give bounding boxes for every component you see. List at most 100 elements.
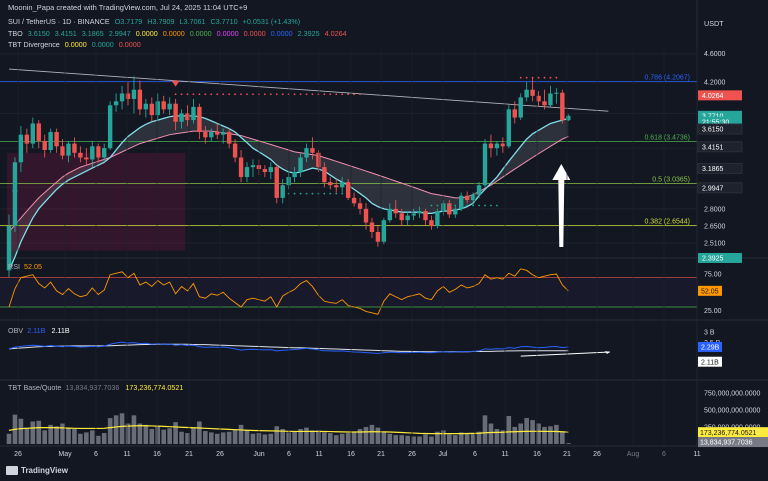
rsi-name[interactable]: RSI bbox=[8, 262, 20, 271]
candle-body bbox=[411, 213, 416, 216]
tbo-value: 4.0264 bbox=[324, 29, 347, 38]
volume-bar bbox=[286, 432, 291, 444]
volume-bar bbox=[244, 430, 250, 444]
resistance-dots bbox=[359, 93, 361, 96]
candle-body bbox=[268, 167, 273, 173]
currency-button[interactable]: USDT bbox=[704, 19, 724, 28]
volume-bar bbox=[107, 418, 113, 444]
volume-bar bbox=[155, 426, 161, 444]
support-dots bbox=[496, 204, 498, 207]
time-tick-label: 16 bbox=[533, 451, 541, 458]
support-dots bbox=[490, 204, 492, 207]
resistance-dots bbox=[293, 93, 296, 96]
rsi-axis-label-text: 52.05 bbox=[701, 288, 719, 295]
tbo-indicator-name[interactable]: TBO bbox=[8, 29, 23, 38]
volume-pane-title: TBT Base/Quote 13,834,937.7036 173,236,7… bbox=[8, 383, 185, 392]
obv-value: 2.11B bbox=[27, 326, 46, 335]
time-tick-label: 11 bbox=[501, 451, 508, 458]
candle-body bbox=[161, 101, 166, 110]
volume-bar bbox=[203, 431, 208, 444]
resistance-dots bbox=[210, 93, 213, 96]
time-tick-label: 21 bbox=[563, 451, 571, 458]
ohlc-low: L3.7061 bbox=[179, 17, 206, 26]
time-tick-label: 16 bbox=[347, 451, 355, 458]
volume-bar bbox=[167, 428, 172, 444]
tradingview-logo-icon bbox=[6, 466, 18, 476]
obv-ma-value: 2.11B bbox=[51, 326, 70, 335]
volume-name[interactable]: TBT Base/Quote bbox=[8, 383, 62, 392]
rsi-band bbox=[0, 277, 697, 307]
resistance-dots bbox=[252, 93, 254, 96]
volume-bar bbox=[536, 423, 541, 444]
tbt-divergence-value: 0.0000 bbox=[91, 40, 114, 49]
volume-bar bbox=[90, 430, 95, 444]
volume-bar bbox=[470, 433, 476, 444]
support-dots bbox=[454, 204, 457, 207]
tradingview-logo[interactable]: TradingView bbox=[6, 466, 68, 476]
volume-bar bbox=[554, 424, 559, 444]
candle-body bbox=[221, 132, 226, 135]
time-tick-label: 11 bbox=[123, 451, 130, 458]
resistance-dots bbox=[531, 76, 534, 79]
candle-body bbox=[512, 109, 517, 118]
price-axis-label-text: 4.0264 bbox=[702, 93, 724, 100]
candle-body bbox=[304, 148, 309, 158]
tbt-divergence-name[interactable]: TBT Divergence bbox=[8, 40, 60, 49]
fib-level-label: 0.382 (2.6544) bbox=[644, 219, 690, 226]
tbo-value: 0.0000 bbox=[135, 29, 158, 38]
resistance-dots bbox=[329, 93, 332, 96]
price-axis-label-text: 3.1865 bbox=[702, 166, 724, 173]
volume-bar bbox=[113, 415, 119, 444]
volume-bar bbox=[36, 420, 42, 444]
support-dots bbox=[341, 192, 344, 195]
candle-body bbox=[113, 101, 119, 106]
candle-body bbox=[274, 167, 279, 198]
support-dots bbox=[311, 192, 314, 195]
candle-body bbox=[423, 211, 428, 221]
volume-bar bbox=[250, 433, 256, 444]
annotation-arrow bbox=[552, 164, 571, 248]
resistance-dots bbox=[555, 76, 558, 79]
candle-body bbox=[328, 182, 333, 186]
time-tick-label: Aug bbox=[627, 451, 640, 458]
volume-bar bbox=[24, 427, 30, 444]
resistance-dots bbox=[240, 93, 242, 96]
candle-body bbox=[250, 165, 256, 168]
volume-bar bbox=[84, 432, 89, 444]
volume-bar bbox=[131, 415, 137, 444]
candle-body bbox=[137, 89, 143, 110]
candle-body bbox=[542, 101, 547, 106]
time-tick-label: 11 bbox=[693, 451, 700, 458]
volume-bar bbox=[494, 428, 500, 444]
resistance-dots bbox=[246, 93, 248, 96]
candle-body bbox=[197, 106, 202, 133]
candle-body bbox=[72, 143, 77, 153]
volume-bar bbox=[280, 428, 285, 444]
volume-bar bbox=[101, 433, 107, 444]
volume-bar bbox=[518, 423, 523, 444]
volume-bar bbox=[500, 430, 506, 444]
ohlc-open: O3.7179 bbox=[114, 17, 143, 26]
price-tick-label: 2.6500 bbox=[704, 224, 726, 231]
obv-name[interactable]: OBV bbox=[8, 326, 24, 335]
resistance-dots bbox=[263, 93, 266, 96]
resistance-dots bbox=[347, 93, 350, 96]
time-tick-label: 6 bbox=[662, 451, 666, 458]
symbol-name[interactable]: SUI / TetherUS · 1D · BINANCE bbox=[8, 17, 110, 26]
price-axis-label bbox=[697, 162, 743, 174]
volume-bar bbox=[399, 435, 404, 444]
candle-body bbox=[500, 143, 506, 147]
support-dots bbox=[323, 192, 326, 195]
time-tick-label: 26 bbox=[14, 451, 22, 458]
ohlc-high: H3.7909 bbox=[147, 17, 175, 26]
volume-bar bbox=[357, 428, 363, 444]
fib-level-label: 0.618 (3.4736) bbox=[644, 134, 690, 141]
volume-bar bbox=[488, 423, 494, 444]
descending-trendline bbox=[8, 68, 609, 112]
volume-bar bbox=[429, 436, 434, 444]
resistance-dots bbox=[216, 93, 219, 96]
volume-axis-label bbox=[698, 437, 768, 448]
candle-body bbox=[125, 93, 131, 99]
support-dots bbox=[329, 192, 332, 195]
